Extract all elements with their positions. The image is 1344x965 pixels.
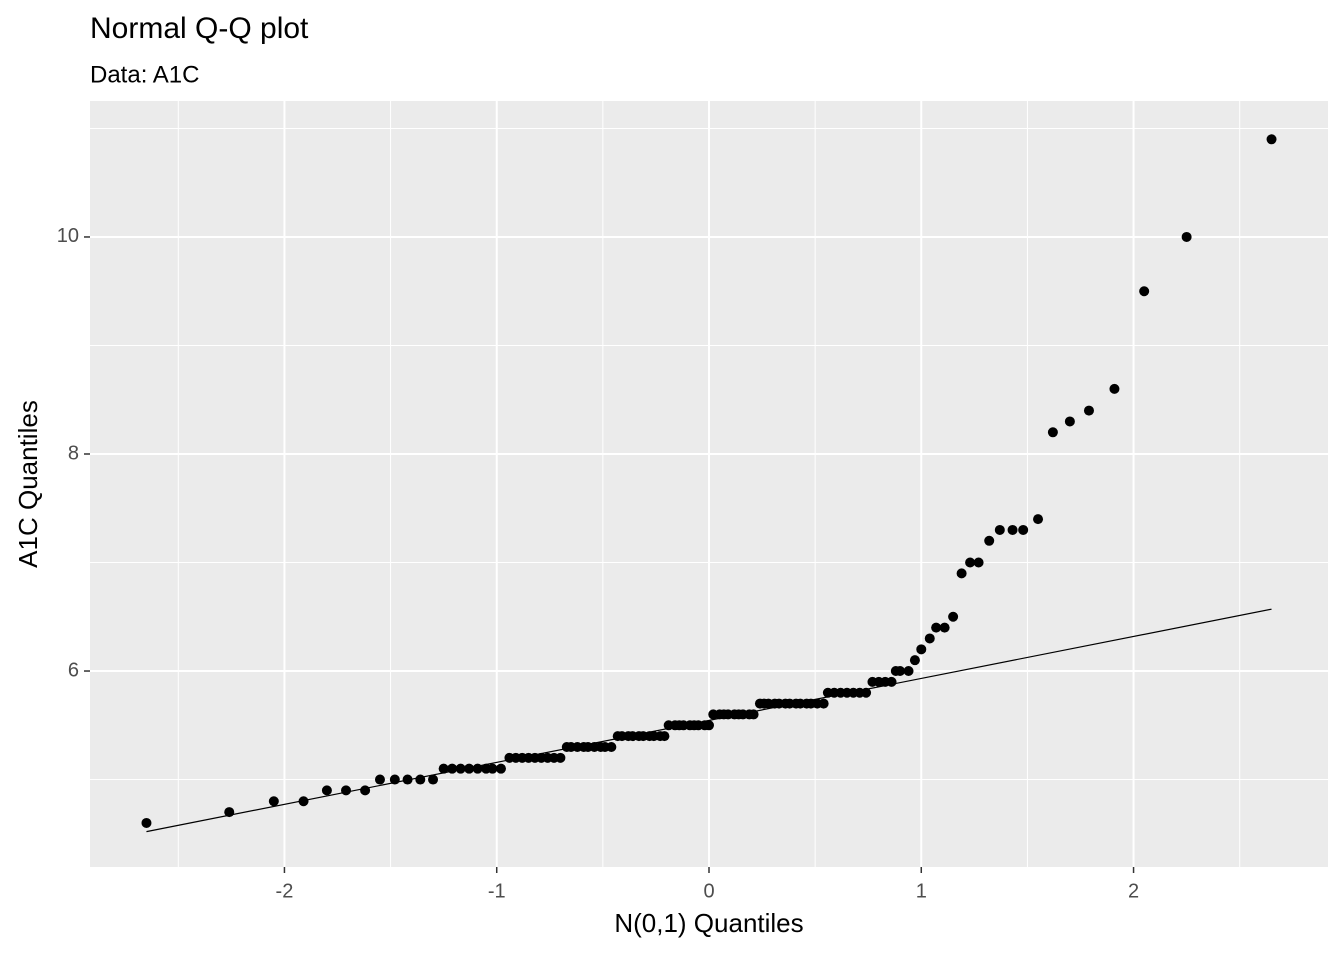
point [268,796,279,807]
point [704,720,714,731]
point [464,763,475,774]
y-tick-label: 6 [68,659,79,681]
point [939,622,950,633]
x-tick-label: 2 [1128,880,1139,902]
point [659,731,670,742]
point [455,763,466,774]
chart-title: Normal Q-Q plot [90,12,309,45]
point [994,524,1005,535]
point [1018,524,1029,535]
point [916,644,927,655]
point [1139,286,1150,297]
point [360,785,371,796]
point [818,698,829,709]
point [321,785,332,796]
point [748,709,759,720]
x-tick-label: 1 [916,880,927,902]
point [861,687,872,698]
point [973,557,984,568]
x-tick-label: -2 [276,880,294,902]
x-tick-label: 0 [703,880,714,902]
point [555,752,566,763]
point [948,611,959,622]
x-axis-label: N(0,1) Quantiles [614,908,803,938]
point [447,763,458,774]
chart-subtitle: Data: A1C [90,61,199,88]
point [886,676,897,687]
point [402,774,413,785]
point [606,741,617,752]
point [438,763,449,774]
point [965,557,976,568]
point [341,785,352,796]
point [903,666,914,677]
point [1033,514,1044,525]
point [472,763,483,774]
point [984,535,995,546]
point [895,666,906,677]
point [1266,134,1277,145]
point [1047,427,1058,438]
point [931,622,942,633]
x-tick-label: -1 [488,880,506,902]
y-axis-label: A1C Quantiles [13,400,43,568]
point [495,763,506,774]
point [415,774,426,785]
point [1181,231,1192,242]
point [141,817,152,828]
point [1109,383,1120,394]
point [374,774,385,785]
point [428,774,439,785]
point [909,655,920,666]
point [956,568,967,579]
point [924,633,935,644]
point [389,774,400,785]
point [1007,524,1018,535]
point [298,796,309,807]
y-tick-label: 10 [57,225,79,247]
point [1064,416,1075,427]
point [1083,405,1094,416]
y-tick-label: 8 [68,442,79,464]
point [224,807,235,818]
point [487,763,498,774]
